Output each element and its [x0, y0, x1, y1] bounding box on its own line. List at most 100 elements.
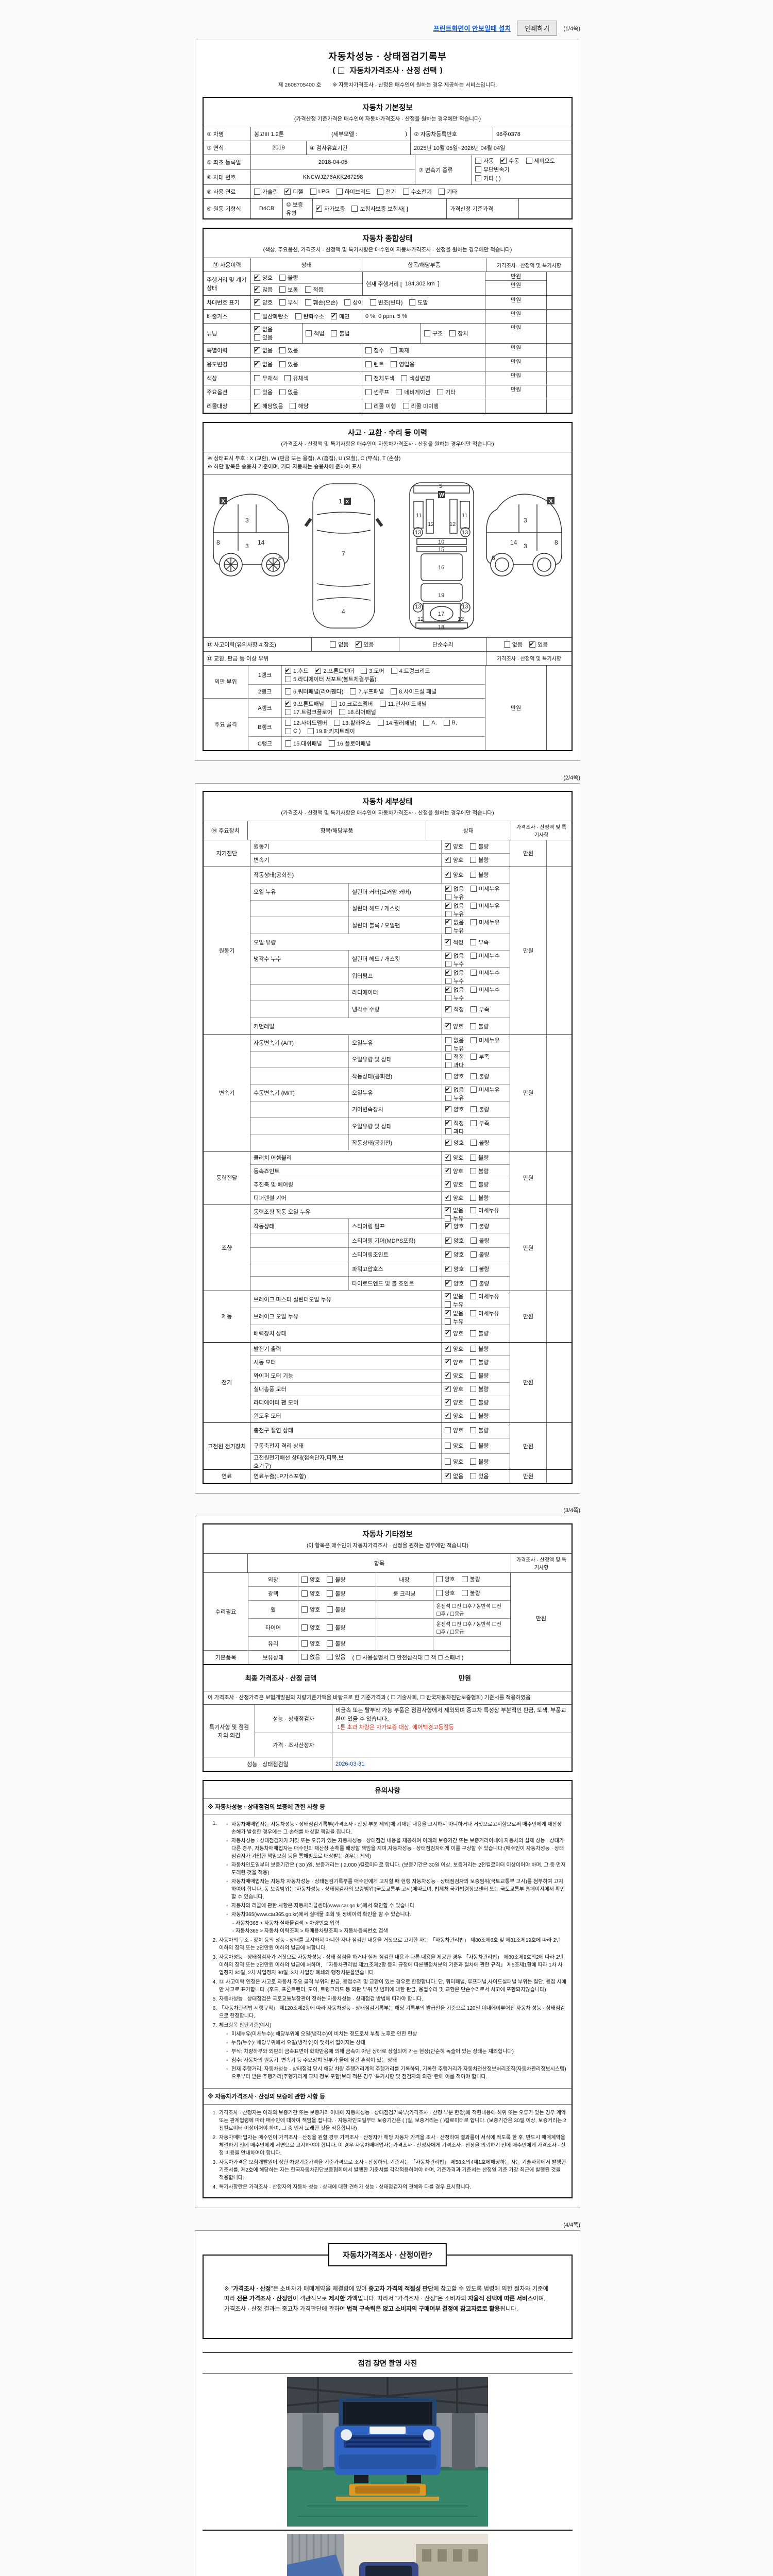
checkbox[interactable] — [445, 1086, 451, 1093]
checkbox[interactable] — [470, 1023, 477, 1029]
checkbox[interactable] — [301, 1606, 308, 1613]
checkbox[interactable] — [470, 902, 477, 909]
checkbox[interactable] — [470, 1399, 477, 1405]
checkbox[interactable] — [445, 894, 451, 901]
print-button[interactable]: 인쇄하기 — [517, 21, 558, 36]
checkbox[interactable] — [339, 708, 346, 715]
checkbox[interactable] — [327, 1654, 333, 1660]
checkbox[interactable] — [344, 299, 351, 306]
checkbox[interactable] — [470, 1251, 477, 1258]
checkbox[interactable] — [445, 1385, 451, 1392]
checkbox[interactable] — [470, 1120, 477, 1126]
checkbox[interactable] — [470, 1106, 477, 1113]
checkbox[interactable] — [445, 969, 451, 976]
checkbox[interactable] — [445, 1329, 451, 1337]
checkbox[interactable] — [301, 1654, 308, 1660]
checkbox[interactable] — [445, 1236, 451, 1244]
checkbox[interactable] — [285, 675, 291, 682]
checkbox[interactable] — [284, 188, 291, 195]
checkbox[interactable] — [445, 994, 451, 1001]
checkbox[interactable] — [328, 740, 335, 747]
checkbox[interactable] — [445, 1427, 451, 1434]
checkbox[interactable] — [279, 286, 286, 293]
checkbox[interactable] — [443, 719, 450, 726]
checkbox[interactable] — [445, 902, 451, 909]
checkbox[interactable] — [301, 1576, 308, 1583]
checkbox[interactable] — [327, 1640, 333, 1647]
checkbox[interactable] — [445, 1119, 451, 1126]
checkbox[interactable] — [470, 1087, 477, 1093]
checkbox[interactable] — [331, 312, 338, 319]
checkbox[interactable] — [436, 1576, 443, 1582]
checkbox[interactable] — [445, 1443, 451, 1449]
checkbox[interactable] — [445, 1045, 451, 1052]
checkbox[interactable] — [445, 986, 451, 993]
checkbox[interactable] — [470, 986, 477, 993]
checkbox[interactable] — [470, 1473, 477, 1479]
checkbox[interactable] — [301, 1590, 308, 1597]
checkbox[interactable] — [445, 927, 451, 934]
checkbox[interactable] — [305, 299, 311, 306]
checkbox[interactable] — [402, 188, 409, 195]
checkbox[interactable] — [470, 1139, 477, 1146]
checkbox[interactable] — [315, 667, 322, 674]
checkbox[interactable] — [470, 919, 477, 926]
checkbox[interactable] — [279, 361, 286, 367]
checkbox[interactable] — [445, 1292, 451, 1299]
checkbox[interactable] — [445, 1215, 451, 1222]
checkbox[interactable] — [470, 939, 477, 945]
checkbox[interactable] — [355, 640, 362, 648]
checkbox[interactable] — [445, 1194, 451, 1201]
checkbox[interactable] — [285, 667, 291, 674]
checkbox[interactable] — [445, 1358, 451, 1365]
checkbox[interactable] — [401, 375, 408, 381]
checkbox[interactable] — [285, 700, 291, 707]
checkbox[interactable] — [365, 347, 372, 353]
checkbox[interactable] — [423, 719, 430, 726]
checkbox[interactable] — [301, 1640, 308, 1647]
checkbox[interactable] — [445, 871, 451, 878]
checkbox[interactable] — [470, 1443, 477, 1449]
checkbox[interactable] — [391, 361, 397, 367]
checkbox[interactable] — [470, 1386, 477, 1392]
checkbox[interactable] — [279, 389, 286, 395]
checkbox[interactable] — [365, 361, 372, 367]
checkbox[interactable] — [336, 188, 343, 195]
checkbox[interactable] — [327, 1576, 333, 1583]
checkbox[interactable] — [445, 1318, 451, 1325]
checkbox[interactable] — [470, 1372, 477, 1379]
checkbox[interactable] — [470, 872, 477, 878]
checkbox[interactable] — [445, 1398, 451, 1405]
checkbox[interactable] — [445, 1222, 451, 1229]
checkbox[interactable] — [391, 347, 397, 353]
checkbox[interactable] — [470, 1195, 477, 1201]
checkbox[interactable] — [424, 330, 430, 336]
checkbox[interactable] — [470, 1053, 477, 1060]
checkbox[interactable] — [445, 1022, 451, 1029]
checkbox[interactable] — [461, 1576, 468, 1582]
checkbox[interactable] — [330, 641, 337, 648]
checkbox[interactable] — [445, 1037, 451, 1043]
checkbox[interactable] — [445, 1345, 451, 1352]
checkbox[interactable] — [254, 346, 260, 353]
checkbox[interactable] — [285, 708, 291, 715]
checkbox[interactable] — [526, 158, 532, 164]
checkbox[interactable] — [470, 1310, 477, 1316]
checkbox[interactable] — [284, 375, 291, 381]
checkbox[interactable] — [529, 640, 535, 648]
checkbox[interactable] — [285, 688, 291, 694]
checkbox[interactable] — [500, 157, 507, 164]
checkbox[interactable] — [331, 330, 338, 336]
checkbox[interactable] — [436, 389, 443, 395]
checkbox[interactable] — [470, 1168, 477, 1174]
checkbox[interactable] — [369, 299, 376, 306]
checkbox[interactable] — [445, 1265, 451, 1273]
checkbox[interactable] — [365, 403, 372, 409]
checkbox[interactable] — [330, 700, 337, 707]
checkbox[interactable] — [445, 885, 451, 892]
checkbox[interactable] — [285, 727, 291, 734]
checkbox[interactable] — [445, 1139, 451, 1146]
checkbox[interactable] — [285, 719, 291, 726]
checkbox[interactable] — [445, 1250, 451, 1258]
checkbox[interactable] — [279, 347, 286, 353]
